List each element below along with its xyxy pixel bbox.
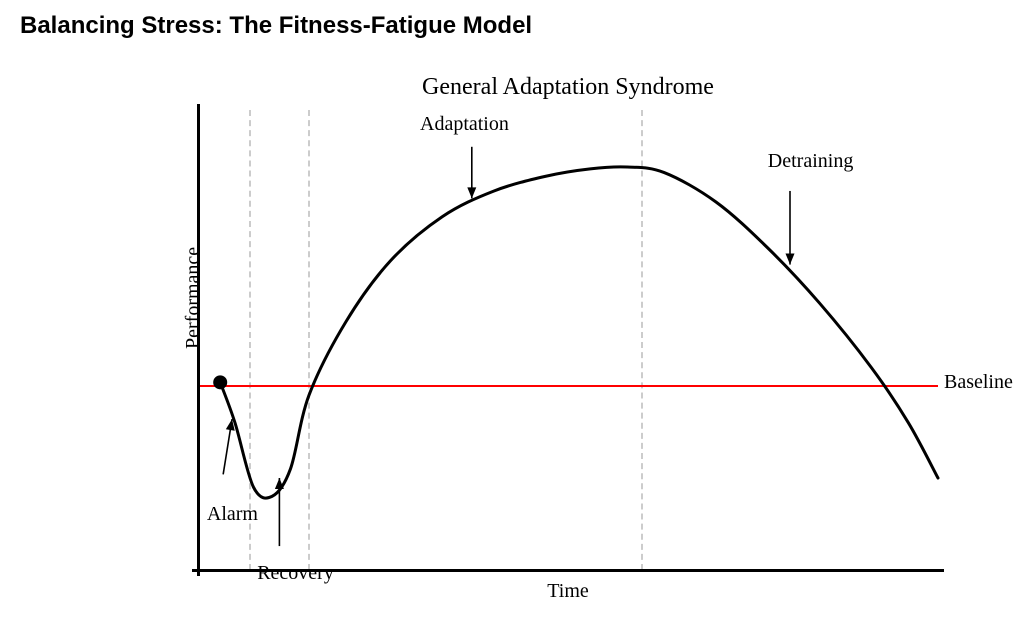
chart-title: General Adaptation Syndrome: [422, 74, 714, 101]
annotation-arrow: [198, 110, 938, 570]
baseline-label: Baseline: [944, 371, 1013, 394]
x-axis-label: Time: [547, 580, 589, 603]
page-title: Balancing Stress: The Fitness-Fatigue Mo…: [20, 12, 532, 40]
gas-chart: General Adaptation Syndrome Baseline Per…: [198, 110, 938, 570]
